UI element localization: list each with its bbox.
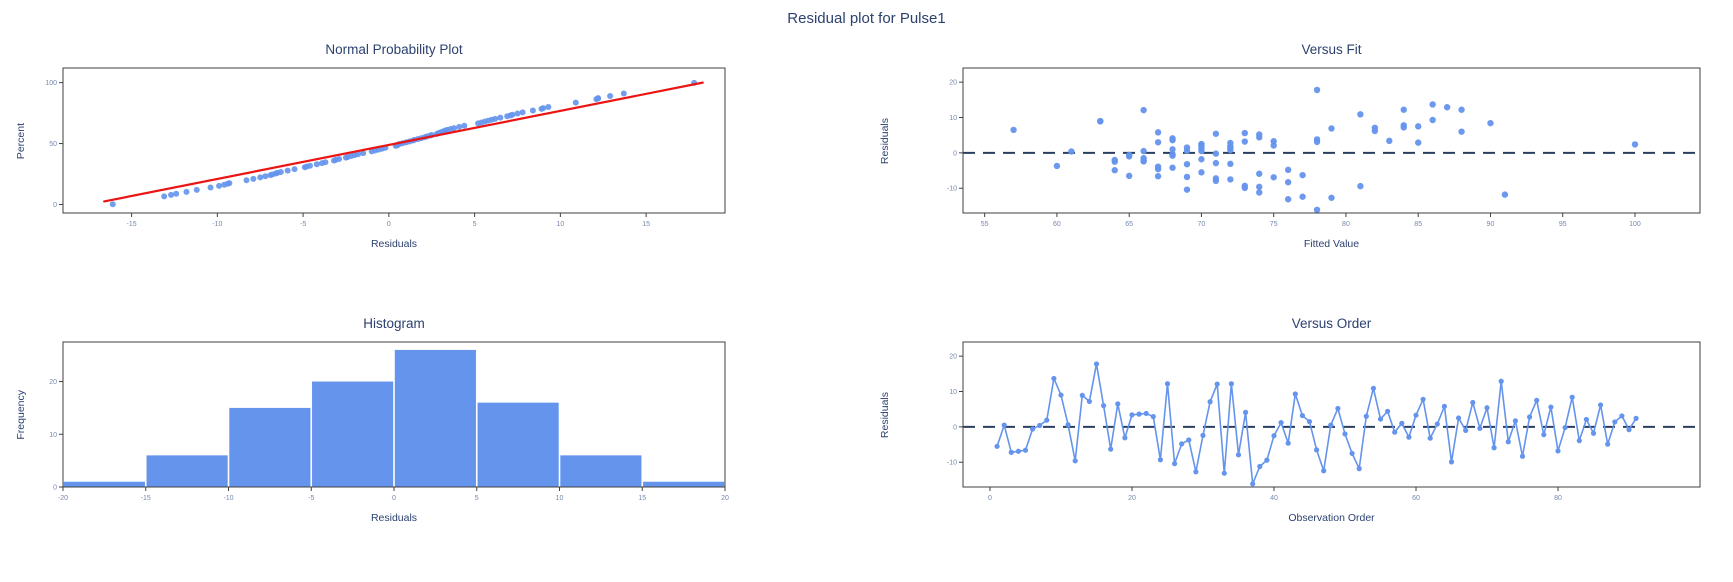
svg-text:60: 60 bbox=[1053, 221, 1061, 228]
svg-text:-15: -15 bbox=[127, 221, 137, 228]
svg-text:20: 20 bbox=[1128, 495, 1136, 502]
svg-text:15: 15 bbox=[642, 221, 650, 228]
svg-text:20: 20 bbox=[949, 354, 957, 361]
svg-text:-10: -10 bbox=[947, 460, 957, 467]
svg-text:0: 0 bbox=[387, 221, 391, 228]
svg-text:-10: -10 bbox=[212, 221, 222, 228]
plot-title-histogram: Histogram bbox=[363, 316, 425, 331]
svg-text:20: 20 bbox=[721, 495, 729, 502]
x-axis-label-residuals: Residuals bbox=[370, 512, 418, 524]
plot-title-versus-fit: Versus Fit bbox=[1301, 42, 1362, 57]
svg-text:10: 10 bbox=[556, 221, 564, 228]
svg-text:15: 15 bbox=[638, 495, 646, 502]
normal-probability-plot-canvas: -15 -10 -5 0 5 10 15 0 50 100 bbox=[45, 67, 726, 228]
svg-text:20: 20 bbox=[49, 379, 57, 386]
versus-order-plot-canvas: 0 20 40 60 80 -10 0 10 20 bbox=[947, 341, 1701, 502]
svg-text:50: 50 bbox=[49, 141, 57, 148]
svg-text:20: 20 bbox=[949, 80, 957, 87]
svg-text:-10: -10 bbox=[947, 186, 957, 193]
page-title: Residual plot for Pulse1 bbox=[787, 10, 946, 27]
histogram-plot-canvas: -20 -15 -10 -5 0 5 10 15 20 0 10 20 bbox=[49, 341, 729, 502]
svg-text:5: 5 bbox=[473, 221, 477, 228]
svg-text:0: 0 bbox=[953, 424, 957, 431]
svg-text:10: 10 bbox=[556, 495, 564, 502]
svg-text:0: 0 bbox=[53, 202, 57, 209]
svg-text:10: 10 bbox=[949, 389, 957, 396]
svg-text:90: 90 bbox=[1487, 221, 1495, 228]
svg-text:70: 70 bbox=[1198, 221, 1206, 228]
versus-fit-plot-canvas: 55 60 65 70 75 80 85 90 95 100 -10 0 10 20 bbox=[947, 67, 1701, 228]
x-axis-label-observation-order: Observation Order bbox=[1288, 512, 1375, 524]
svg-text:0: 0 bbox=[953, 150, 957, 157]
svg-text:-10: -10 bbox=[223, 495, 233, 502]
plot-title-versus-order: Versus Order bbox=[1291, 316, 1372, 331]
svg-text:0: 0 bbox=[988, 495, 992, 502]
svg-text:10: 10 bbox=[949, 115, 957, 122]
x-axis-label-residuals: Residuals bbox=[370, 238, 418, 250]
svg-text:100: 100 bbox=[45, 80, 57, 87]
svg-text:95: 95 bbox=[1559, 221, 1567, 228]
svg-text:40: 40 bbox=[1270, 495, 1278, 502]
svg-text:-20: -20 bbox=[58, 495, 68, 502]
svg-text:55: 55 bbox=[981, 221, 989, 228]
svg-text:0: 0 bbox=[53, 485, 57, 492]
svg-text:60: 60 bbox=[1412, 495, 1420, 502]
svg-text:10: 10 bbox=[49, 432, 57, 439]
svg-text:-5: -5 bbox=[308, 495, 314, 502]
svg-text:5: 5 bbox=[475, 495, 479, 502]
svg-text:85: 85 bbox=[1414, 221, 1422, 228]
svg-text:-15: -15 bbox=[141, 495, 151, 502]
svg-text:-5: -5 bbox=[300, 221, 306, 228]
svg-text:80: 80 bbox=[1554, 495, 1562, 502]
svg-text:100: 100 bbox=[1629, 221, 1641, 228]
plot-title-normal-probability: Normal Probability Plot bbox=[325, 42, 463, 57]
svg-text:80: 80 bbox=[1342, 221, 1350, 228]
svg-text:65: 65 bbox=[1125, 221, 1133, 228]
svg-text:75: 75 bbox=[1270, 221, 1278, 228]
x-axis-label-fitted-value: Fitted Value bbox=[1303, 238, 1360, 250]
svg-text:0: 0 bbox=[392, 495, 396, 502]
